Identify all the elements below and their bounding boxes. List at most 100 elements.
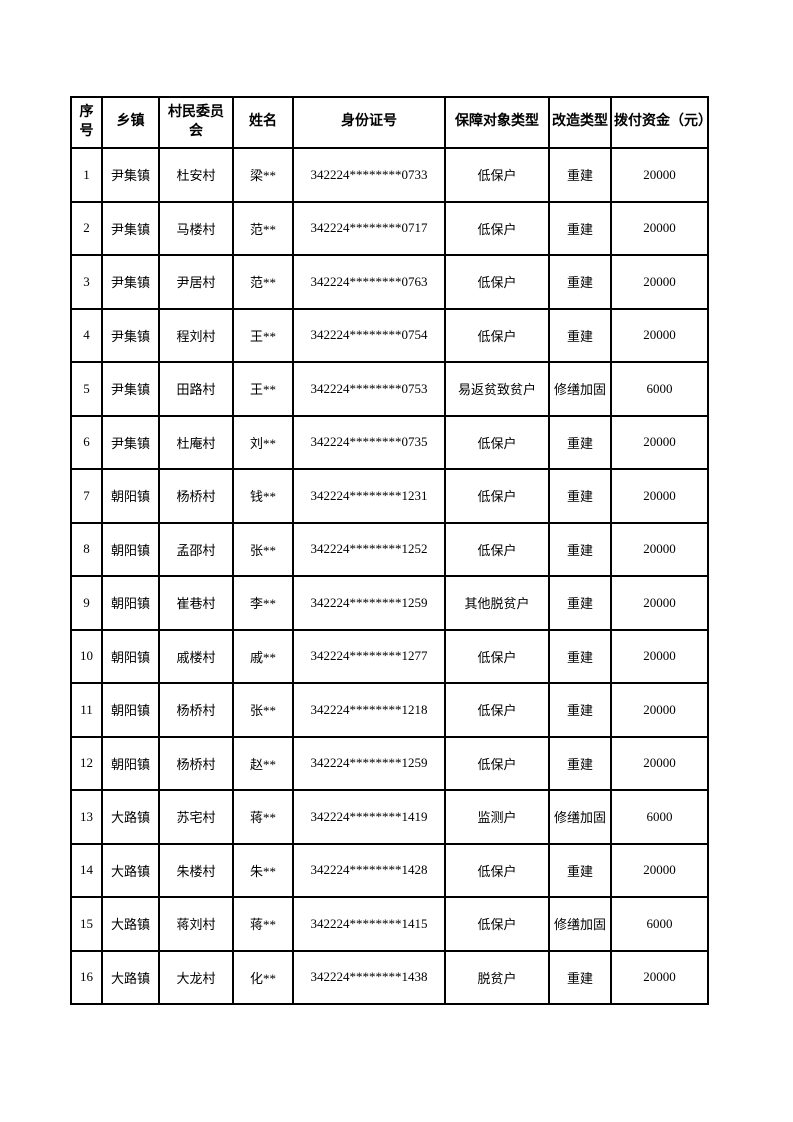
cell-village-committee: 杨桥村 bbox=[158, 468, 234, 524]
table-header-row: 序号 乡镇 村民委员会 姓名 身份证号 保障对象类型 改造类型 拨付资金（元） bbox=[70, 96, 709, 149]
cell-allocated-funds: 20000 bbox=[610, 521, 709, 577]
cell-village-committee: 崔巷村 bbox=[158, 575, 234, 631]
cell-allocated-funds: 20000 bbox=[610, 682, 709, 738]
cell-renovation-type: 重建 bbox=[548, 628, 612, 684]
cell-seq-number: 14 bbox=[70, 842, 103, 898]
cell-protection-target-type: 低保户 bbox=[444, 147, 550, 203]
cell-township: 大路镇 bbox=[101, 842, 160, 898]
cell-seq-number: 2 bbox=[70, 200, 103, 256]
cell-renovation-type: 重建 bbox=[548, 735, 612, 791]
cell-seq-number: 13 bbox=[70, 789, 103, 845]
cell-id-number: 342224********1419 bbox=[292, 789, 446, 845]
cell-name: 王** bbox=[232, 307, 294, 363]
cell-id-number: 342224********1438 bbox=[292, 949, 446, 1005]
cell-township: 朝阳镇 bbox=[101, 682, 160, 738]
cell-id-number: 342224********1259 bbox=[292, 575, 446, 631]
cell-protection-target-type: 低保户 bbox=[444, 896, 550, 952]
cell-village-committee: 蒋刘村 bbox=[158, 896, 234, 952]
table-row: 15 大路镇 蒋刘村 蒋** 342224********1415 低保户 修缮加固 6000 bbox=[70, 896, 709, 952]
cell-township: 大路镇 bbox=[101, 949, 160, 1005]
cell-allocated-funds: 6000 bbox=[610, 789, 709, 845]
cell-seq-number: 8 bbox=[70, 521, 103, 577]
cell-name: 张** bbox=[232, 682, 294, 738]
cell-name: 蒋** bbox=[232, 789, 294, 845]
table-row: 5 尹集镇 田路村 王** 342224********0753 易返贫致贫户 修缮加固 60… bbox=[70, 361, 709, 417]
cell-renovation-type: 重建 bbox=[548, 949, 612, 1005]
header-cell-name: 姓名 bbox=[232, 96, 294, 149]
cell-allocated-funds: 20000 bbox=[610, 468, 709, 524]
cell-seq-number: 6 bbox=[70, 414, 103, 470]
table-row: 8 朝阳镇 孟邵村 张** 342224********1252 低保户 重建 20000 bbox=[70, 521, 709, 577]
cell-township: 尹集镇 bbox=[101, 307, 160, 363]
cell-name: 范** bbox=[232, 200, 294, 256]
cell-renovation-type: 修缮加固 bbox=[548, 361, 612, 417]
cell-village-committee: 杨桥村 bbox=[158, 682, 234, 738]
cell-name: 赵** bbox=[232, 735, 294, 791]
header-cell-protection-target-type: 保障对象类型 bbox=[444, 96, 550, 149]
cell-protection-target-type: 低保户 bbox=[444, 521, 550, 577]
cell-township: 朝阳镇 bbox=[101, 735, 160, 791]
table-row: 10 朝阳镇 戚楼村 戚** 342224********1277 低保户 重建 20000 bbox=[70, 628, 709, 684]
cell-name: 范** bbox=[232, 254, 294, 310]
cell-name: 李** bbox=[232, 575, 294, 631]
cell-protection-target-type: 低保户 bbox=[444, 628, 550, 684]
cell-name: 梁** bbox=[232, 147, 294, 203]
cell-protection-target-type: 低保户 bbox=[444, 254, 550, 310]
cell-allocated-funds: 20000 bbox=[610, 949, 709, 1005]
subsidy-roster-table: 序号 乡镇 村民委员会 姓名 身份证号 保障对象类型 改造类型 拨付资金（元） … bbox=[70, 96, 709, 1005]
table-row: 16 大路镇 大龙村 化** 342224********1438 脱贫户 重建 20000 bbox=[70, 949, 709, 1005]
cell-protection-target-type: 低保户 bbox=[444, 682, 550, 738]
cell-village-committee: 田路村 bbox=[158, 361, 234, 417]
cell-township: 朝阳镇 bbox=[101, 468, 160, 524]
cell-township: 尹集镇 bbox=[101, 414, 160, 470]
table-row: 3 尹集镇 尹居村 范** 342224********0763 低保户 重建 20000 bbox=[70, 254, 709, 310]
cell-village-committee: 程刘村 bbox=[158, 307, 234, 363]
cell-allocated-funds: 20000 bbox=[610, 147, 709, 203]
table-row: 9 朝阳镇 崔巷村 李** 342224********1259 其他脱贫户 重建 20000 bbox=[70, 575, 709, 631]
cell-allocated-funds: 20000 bbox=[610, 307, 709, 363]
cell-protection-target-type: 低保户 bbox=[444, 200, 550, 256]
cell-id-number: 342224********1218 bbox=[292, 682, 446, 738]
cell-allocated-funds: 20000 bbox=[610, 414, 709, 470]
cell-name: 钱** bbox=[232, 468, 294, 524]
cell-name: 化** bbox=[232, 949, 294, 1005]
cell-seq-number: 4 bbox=[70, 307, 103, 363]
table-row: 1 尹集镇 杜安村 梁** 342224********0733 低保户 重建 20000 bbox=[70, 147, 709, 203]
cell-id-number: 342224********0763 bbox=[292, 254, 446, 310]
table-row: 6 尹集镇 杜庵村 刘** 342224********0735 低保户 重建 20000 bbox=[70, 414, 709, 470]
cell-id-number: 342224********0733 bbox=[292, 147, 446, 203]
cell-name: 张** bbox=[232, 521, 294, 577]
cell-township: 尹集镇 bbox=[101, 361, 160, 417]
cell-renovation-type: 重建 bbox=[548, 682, 612, 738]
cell-protection-target-type: 低保户 bbox=[444, 468, 550, 524]
cell-id-number: 342224********1277 bbox=[292, 628, 446, 684]
cell-allocated-funds: 6000 bbox=[610, 361, 709, 417]
cell-id-number: 342224********1415 bbox=[292, 896, 446, 952]
table-row: 12 朝阳镇 杨桥村 赵** 342224********1259 低保户 重建 20000 bbox=[70, 735, 709, 791]
cell-protection-target-type: 监测户 bbox=[444, 789, 550, 845]
cell-id-number: 342224********0754 bbox=[292, 307, 446, 363]
cell-protection-target-type: 低保户 bbox=[444, 842, 550, 898]
header-cell-renovation-type: 改造类型 bbox=[548, 96, 612, 149]
cell-id-number: 342224********0717 bbox=[292, 200, 446, 256]
cell-renovation-type: 重建 bbox=[548, 254, 612, 310]
cell-allocated-funds: 20000 bbox=[610, 628, 709, 684]
cell-id-number: 342224********1252 bbox=[292, 521, 446, 577]
cell-allocated-funds: 20000 bbox=[610, 735, 709, 791]
cell-seq-number: 12 bbox=[70, 735, 103, 791]
cell-seq-number: 10 bbox=[70, 628, 103, 684]
cell-renovation-type: 修缮加固 bbox=[548, 896, 612, 952]
cell-name: 朱** bbox=[232, 842, 294, 898]
cell-id-number: 342224********1428 bbox=[292, 842, 446, 898]
cell-township: 尹集镇 bbox=[101, 254, 160, 310]
cell-renovation-type: 重建 bbox=[548, 200, 612, 256]
cell-id-number: 342224********1231 bbox=[292, 468, 446, 524]
header-cell-village-committee: 村民委员会 bbox=[158, 96, 234, 149]
cell-village-committee: 尹居村 bbox=[158, 254, 234, 310]
cell-township: 尹集镇 bbox=[101, 147, 160, 203]
cell-township: 大路镇 bbox=[101, 896, 160, 952]
header-cell-township: 乡镇 bbox=[101, 96, 160, 149]
table-row: 4 尹集镇 程刘村 王** 342224********0754 低保户 重建 20000 bbox=[70, 307, 709, 363]
cell-protection-target-type: 其他脱贫户 bbox=[444, 575, 550, 631]
